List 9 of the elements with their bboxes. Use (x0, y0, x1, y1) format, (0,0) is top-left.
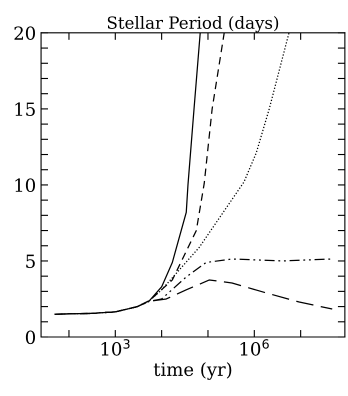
y-tick-label: 20 (14, 26, 36, 40)
y-tick-label: 0 (26, 330, 36, 344)
y-tick-label: 10 (15, 178, 36, 192)
x-axis-title: time (yr) (154, 362, 232, 380)
x-tick-label: 10$^{6}$ (240, 339, 269, 356)
y-tick-label: 5 (26, 254, 35, 268)
x-tick-label: 10$^{3}$ (102, 339, 130, 356)
chart-title: Stellar Period (days) (108, 16, 278, 32)
y-tick-label: 15 (15, 102, 35, 116)
